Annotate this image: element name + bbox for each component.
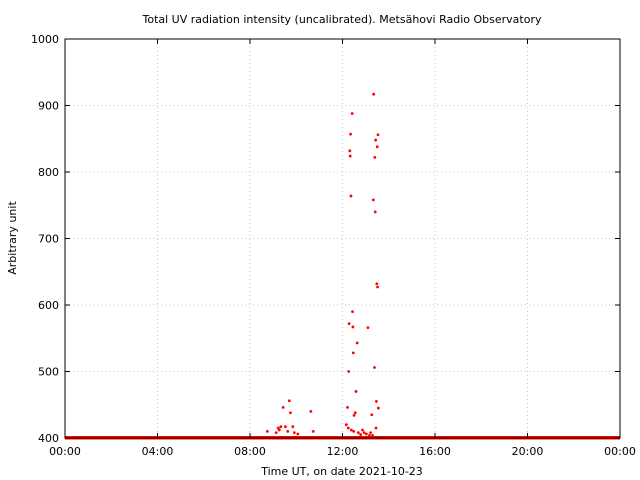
- data-point: [355, 341, 359, 345]
- data-point: [296, 432, 300, 436]
- y-tick-label: 500: [38, 366, 59, 379]
- grid-lines: [65, 39, 620, 438]
- data-point: [351, 351, 355, 355]
- data-point: [352, 429, 356, 433]
- data-point: [364, 432, 368, 436]
- data-point: [369, 431, 373, 435]
- data-point: [265, 429, 269, 433]
- x-tick-label: 08:00: [234, 445, 266, 458]
- data-point: [289, 411, 292, 415]
- data-point: [347, 370, 351, 373]
- y-tick-label: 1000: [31, 33, 59, 46]
- x-tick-label: 12:00: [327, 445, 359, 458]
- data-point: [286, 429, 290, 433]
- data-point: [350, 112, 354, 115]
- data-point: [375, 145, 379, 149]
- axis-ticks: [64, 38, 621, 439]
- data-point: [373, 366, 376, 369]
- y-tick-label: 600: [38, 299, 59, 312]
- data-point: [362, 431, 366, 435]
- data-point: [351, 310, 354, 314]
- data-point: [373, 155, 377, 159]
- plot-frame: [64, 38, 621, 439]
- data-point: [291, 425, 295, 429]
- data-points: [265, 92, 380, 437]
- data-point: [279, 425, 283, 429]
- data-point: [351, 325, 355, 329]
- data-point: [356, 431, 360, 435]
- data-point: [348, 149, 352, 153]
- data-point: [375, 282, 379, 286]
- data-point: [274, 431, 278, 435]
- y-tick-label: 800: [38, 166, 59, 179]
- data-point: [348, 154, 352, 158]
- y-tick-label: 900: [38, 100, 59, 113]
- data-point: [368, 433, 371, 437]
- x-tick-label: 00:00: [49, 445, 81, 458]
- y-tick-label: 400: [38, 432, 59, 445]
- data-point: [277, 428, 281, 432]
- data-point: [361, 428, 364, 432]
- data-point: [346, 406, 349, 409]
- data-point: [371, 433, 374, 437]
- data-point: [349, 194, 353, 198]
- data-point: [309, 410, 313, 413]
- y-tick-label: 700: [38, 233, 59, 246]
- x-tick-label: 04:00: [142, 445, 174, 458]
- data-point: [344, 423, 348, 427]
- data-point: [353, 411, 357, 415]
- data-point: [372, 92, 376, 96]
- data-point: [366, 326, 370, 330]
- x-tick-label: 00:00: [604, 445, 636, 458]
- x-tick-label: 16:00: [419, 445, 451, 458]
- data-point: [349, 428, 353, 432]
- y-axis-label: Arbitrary unit: [6, 201, 19, 275]
- tick-labels: 00:00 04:00 08:00 12:00 16:00 20:00 00:0040050…: [31, 33, 636, 458]
- data-point: [284, 425, 287, 429]
- data-point: [373, 210, 377, 214]
- data-point: [371, 198, 375, 202]
- x-tick-label: 20:00: [512, 445, 544, 458]
- data-point: [359, 433, 363, 437]
- data-point: [281, 406, 285, 409]
- data-point: [374, 426, 378, 430]
- data-point: [287, 399, 291, 403]
- data-point: [375, 400, 378, 403]
- data-point: [347, 322, 351, 326]
- data-point: [352, 413, 356, 417]
- data-point: [370, 413, 374, 417]
- data-point: [354, 390, 358, 393]
- x-axis-label: Time UT, on date 2021-10-23: [260, 465, 423, 478]
- data-point: [346, 426, 350, 430]
- data-point: [292, 431, 296, 435]
- data-point: [311, 429, 315, 433]
- data-point: [376, 133, 380, 137]
- chart-title: Total UV radiation intensity (uncalibrat…: [142, 13, 542, 26]
- data-point: [374, 138, 378, 142]
- data-point: [376, 406, 380, 410]
- data-point: [349, 132, 352, 136]
- data-point: [376, 285, 379, 289]
